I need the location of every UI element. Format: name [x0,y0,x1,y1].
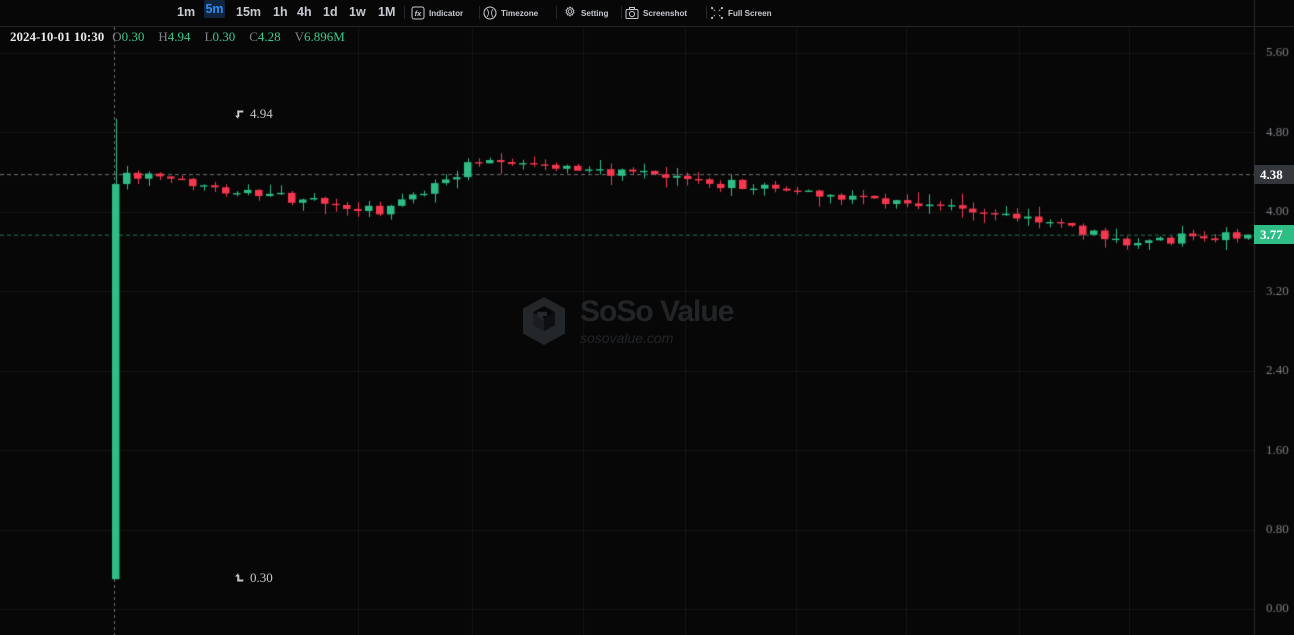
svg-text:fx: fx [415,9,422,18]
